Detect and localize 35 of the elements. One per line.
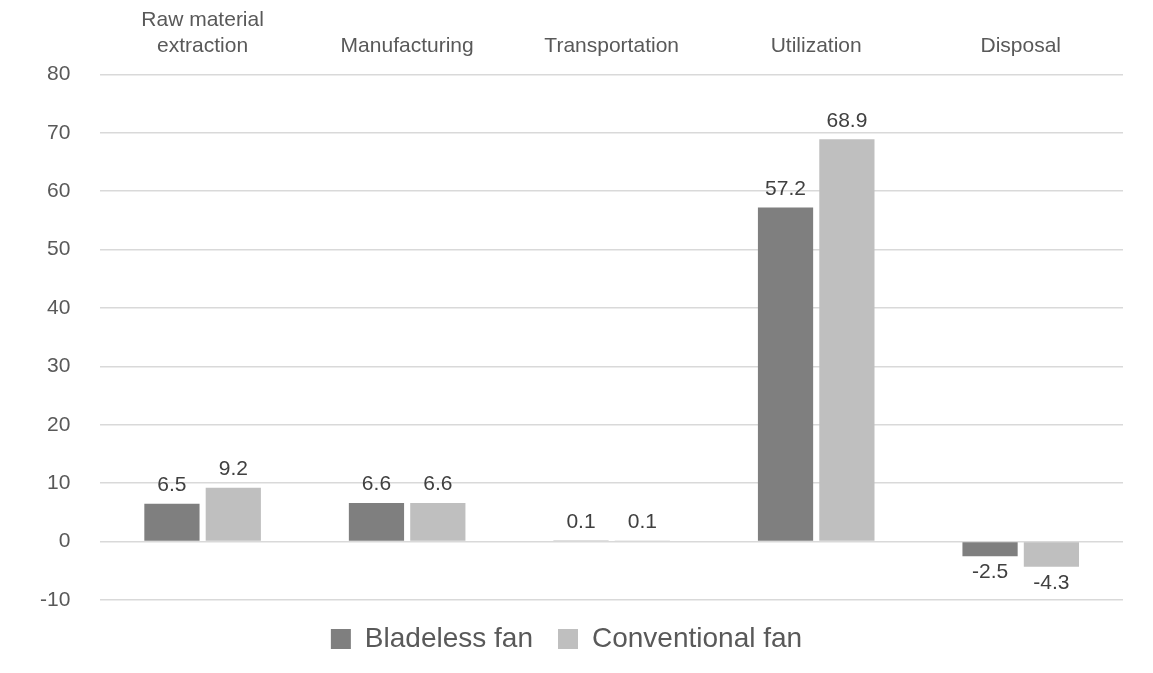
data-label: 57.2 — [765, 175, 806, 199]
y-tick-label: 0 — [58, 528, 71, 552]
bar — [757, 207, 814, 541]
y-tick-label: 40 — [46, 294, 71, 318]
legend-label: Conventional fan — [591, 621, 803, 653]
data-label: -2.5 — [971, 559, 1009, 583]
x-tick-label: Transportation — [544, 32, 679, 56]
data-label: 68.9 — [826, 107, 868, 131]
bar — [410, 503, 466, 541]
y-tick-label: 50 — [46, 236, 71, 260]
bar — [144, 503, 200, 541]
bar — [205, 487, 261, 541]
x-tick-label: Raw material extraction — [141, 7, 264, 56]
data-label: 6.6 — [361, 471, 392, 495]
data-label: 6.5 — [157, 471, 187, 495]
x-tick-label: Manufacturing — [340, 32, 474, 56]
data-label: -4.3 — [1033, 570, 1070, 594]
x-tick-label: Utilization — [770, 32, 862, 56]
bar — [1023, 542, 1080, 567]
y-tick-label: 30 — [46, 353, 71, 377]
y-tick-label: 70 — [46, 119, 71, 143]
y-tick-label: 10 — [46, 470, 71, 493]
data-label: 0.1 — [566, 509, 596, 533]
y-tick-label: 60 — [46, 178, 71, 201]
bar — [819, 139, 875, 541]
data-label: 6.6 — [423, 471, 453, 495]
data-label: 0.1 — [627, 509, 657, 533]
data-label: 9.2 — [218, 456, 248, 480]
y-tick-label: 20 — [46, 411, 71, 435]
y-tick-label: 80 — [46, 61, 71, 85]
legend-label: Bladeless fan — [364, 621, 533, 653]
bar — [348, 503, 405, 541]
y-tick-label: -10 — [39, 586, 71, 610]
x-tick-label: Disposal — [980, 32, 1062, 56]
bar — [962, 542, 1018, 557]
